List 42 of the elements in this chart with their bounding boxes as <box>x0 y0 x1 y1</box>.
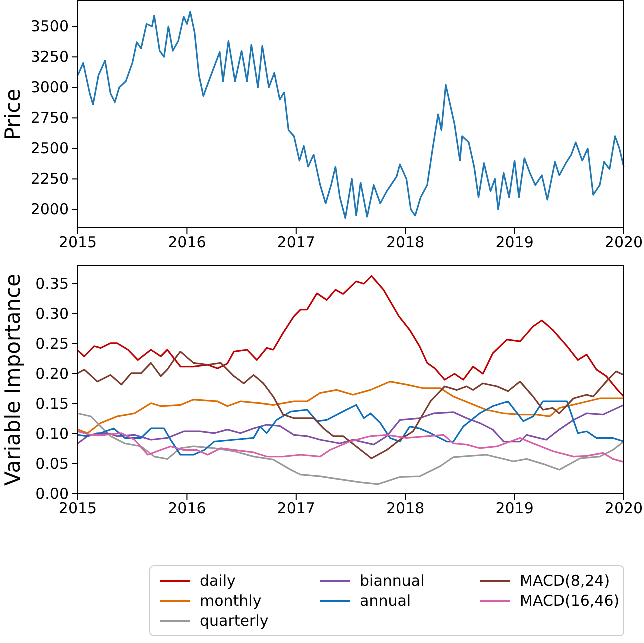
y-tick-label: 0.35 <box>36 274 69 293</box>
x-tick-label: 2016 <box>168 500 206 518</box>
y-axis-title: Variable Importance <box>1 274 25 486</box>
line-series <box>77 351 625 460</box>
x-tick-label: 2020 <box>604 500 644 518</box>
y-tick-label: 2000 <box>30 200 69 218</box>
y-tick-label: 3000 <box>30 78 69 96</box>
y-tick-label: 2500 <box>30 139 69 158</box>
legend-label: daily <box>200 572 236 590</box>
line-series <box>77 381 625 434</box>
y-tick-label: 0.25 <box>36 334 69 353</box>
y-tick-label: 0.30 <box>36 304 69 323</box>
line-series <box>77 400 625 456</box>
legend-label: annual <box>360 592 412 610</box>
legend-label: quarterly <box>200 612 269 630</box>
y-tick-label: 3250 <box>30 48 69 66</box>
x-tick-label: 2018 <box>386 234 425 252</box>
x-tick-label: 2017 <box>277 500 316 518</box>
y-tick-label: 0.10 <box>36 424 69 443</box>
x-tick-label: 2020 <box>604 234 644 252</box>
x-tick-label: 2019 <box>496 234 534 252</box>
legend-label: MACD(8,24) <box>520 572 610 590</box>
x-tick-label: 2018 <box>386 500 425 518</box>
line-series <box>77 430 625 463</box>
line-series <box>77 412 625 486</box>
legend-label: MACD(16,46) <box>520 592 620 610</box>
y-axis-title: Price <box>1 88 25 140</box>
line-series <box>77 404 625 446</box>
line-series <box>77 11 625 220</box>
y-tick-label: 2250 <box>30 170 69 188</box>
legend-label: biannual <box>360 572 425 590</box>
y-tick-label: 0.20 <box>36 364 69 383</box>
legend-label: monthly <box>200 592 262 610</box>
y-tick-label: 0.05 <box>36 454 69 473</box>
x-tick-label: 2019 <box>496 500 534 518</box>
line-series <box>77 275 625 398</box>
y-tick-label: 3500 <box>30 17 69 36</box>
y-tick-label: 2750 <box>30 108 69 127</box>
y-tick-label: 0.15 <box>36 394 69 413</box>
x-tick-label: 2017 <box>277 234 316 252</box>
x-tick-label: 2016 <box>168 234 206 252</box>
x-tick-label: 2015 <box>58 234 98 252</box>
